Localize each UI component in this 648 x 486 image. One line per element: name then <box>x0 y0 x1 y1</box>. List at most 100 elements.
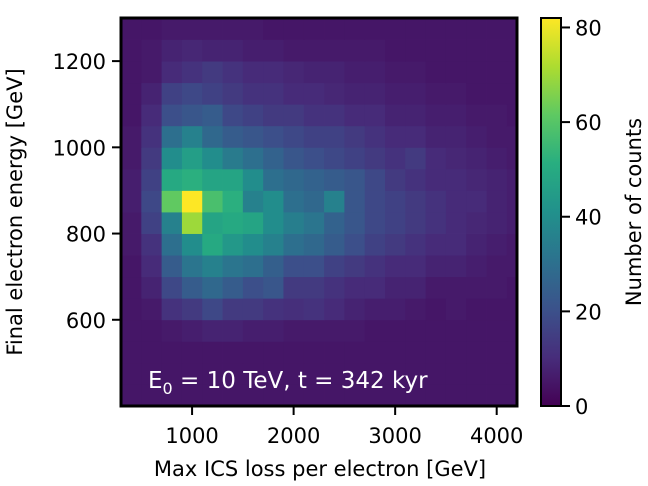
heatmap-cell <box>405 39 427 62</box>
heatmap-cell <box>486 384 508 407</box>
heatmap-cell <box>445 233 467 256</box>
y-axis-label: Final electron energy [GeV] <box>3 68 27 355</box>
x-tick-label: 2000 <box>267 424 320 448</box>
heatmap-cell <box>385 212 406 234</box>
heatmap-cell <box>405 276 427 299</box>
heatmap-cell <box>466 341 487 364</box>
heatmap-cell <box>263 341 284 364</box>
heatmap-cell <box>486 255 508 278</box>
heatmap-cell <box>263 319 284 342</box>
heatmap-cell <box>242 298 264 321</box>
heatmap-cell <box>121 384 142 407</box>
heatmap-cell <box>242 190 264 213</box>
heatmap-cell <box>466 104 487 127</box>
heatmap-cell <box>344 61 366 84</box>
heatmap-cell <box>222 18 244 40</box>
heatmap-cell <box>121 147 142 170</box>
heatmap-cell <box>344 168 366 191</box>
heatmap-cell <box>364 341 386 364</box>
heatmap-cell <box>344 341 366 364</box>
heatmap-cell <box>344 147 366 170</box>
heatmap-cell <box>344 82 366 105</box>
heatmap-cell <box>364 168 386 191</box>
heatmap-cell <box>324 384 345 407</box>
heatmap-cells <box>121 18 518 407</box>
heatmap-cell <box>202 18 223 40</box>
heatmap-cell <box>445 104 467 127</box>
heatmap-cell <box>303 255 325 278</box>
heatmap-cell <box>425 255 447 278</box>
heatmap-cell <box>506 190 518 213</box>
colorbar-tick-label: 60 <box>575 111 602 135</box>
heatmap-cell <box>202 190 223 213</box>
annotation-main: E <box>148 368 163 394</box>
heatmap-cell <box>405 168 427 191</box>
heatmap-cell <box>466 319 487 342</box>
heatmap-cell <box>242 212 264 234</box>
heatmap-cell <box>141 362 163 385</box>
heatmap-cell <box>364 18 386 40</box>
heatmap-cell <box>324 362 345 385</box>
heatmap-cell <box>445 255 467 278</box>
colorbar-gradient <box>540 17 562 407</box>
heatmap-cell <box>405 212 427 234</box>
heatmap-cell <box>121 61 142 84</box>
heatmap-cell <box>121 190 142 213</box>
heatmap-cell <box>283 18 305 40</box>
heatmap-cell <box>324 39 345 62</box>
heatmap-cell <box>202 384 223 407</box>
heatmap-cell <box>364 276 386 299</box>
heatmap-cell <box>303 39 325 62</box>
heatmap-cell <box>181 362 203 385</box>
heatmap-cell <box>486 61 508 84</box>
heatmap-cell <box>486 319 508 342</box>
heatmap-cell <box>385 61 406 84</box>
heatmap-cell <box>385 147 406 170</box>
colorbar-label: Number of counts <box>622 118 646 306</box>
heatmap-cell <box>141 125 163 148</box>
heatmap-cell <box>486 212 508 234</box>
heatmap-cell <box>141 255 163 278</box>
heatmap-cell <box>263 125 284 148</box>
heatmap-cell <box>344 190 366 213</box>
heatmap-cell <box>141 341 163 364</box>
heatmap-cell <box>405 362 427 385</box>
heatmap-cell <box>181 319 203 342</box>
annotation-rest: = 10 TeV, t = 342 kyr <box>173 368 428 394</box>
plot-frame <box>119 16 519 408</box>
heatmap-cell <box>141 212 163 234</box>
heatmap-cell <box>445 61 467 84</box>
heatmap-cell <box>344 255 366 278</box>
heatmap-cell <box>445 190 467 213</box>
heatmap-cell <box>344 298 366 321</box>
heatmap-cell <box>161 18 183 40</box>
heatmap-cell <box>425 39 447 62</box>
heatmap-cell <box>181 212 203 234</box>
heatmap-cell <box>486 341 508 364</box>
heatmap-cell <box>486 39 508 62</box>
heatmap-cell <box>344 319 366 342</box>
heatmap-cell <box>181 190 203 213</box>
heatmap-cell <box>121 18 142 40</box>
heatmap-cell <box>445 125 467 148</box>
heatmap-cell <box>121 255 142 278</box>
heatmap-cell <box>181 82 203 105</box>
heatmap-cell <box>364 125 386 148</box>
heatmap-cell <box>506 233 518 256</box>
heatmap-cell <box>445 82 467 105</box>
heatmap-cell <box>202 212 223 234</box>
heatmap-cell <box>486 233 508 256</box>
heatmap-cell <box>466 168 487 191</box>
heatmap-cell <box>242 18 264 40</box>
heatmap-cell <box>222 147 244 170</box>
heatmap-cell <box>324 190 345 213</box>
heatmap-cell <box>445 362 467 385</box>
heatmap-cell <box>344 212 366 234</box>
heatmap-cell <box>242 319 264 342</box>
heatmap-cell <box>242 104 264 127</box>
x-tick-label: 4000 <box>470 424 523 448</box>
heatmap-cell <box>425 147 447 170</box>
heatmap-cell <box>202 362 223 385</box>
y-axis: 600 800 1000 1200 <box>53 50 121 333</box>
heatmap-cell <box>506 212 518 234</box>
